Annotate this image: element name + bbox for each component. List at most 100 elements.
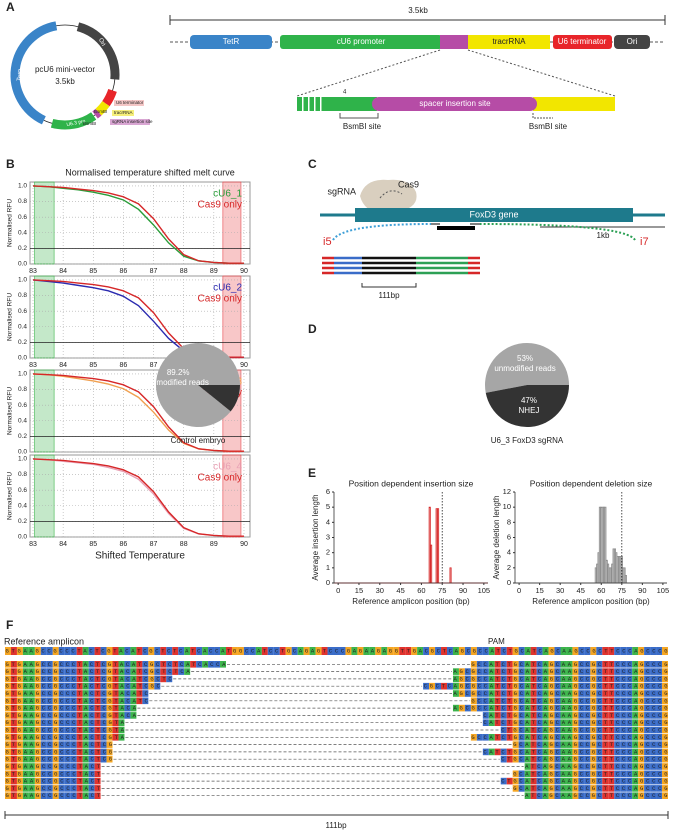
base-cell bbox=[548, 647, 555, 655]
base-cell bbox=[560, 682, 567, 690]
sequence-text: CATCTGCATCAGCAAGCCGCTTCCCAGCCCG bbox=[483, 719, 667, 726]
base-cell bbox=[644, 719, 651, 726]
base-cell bbox=[548, 661, 555, 668]
x-tick-label: 86 bbox=[120, 362, 128, 369]
base-cell bbox=[650, 697, 657, 705]
base-cell bbox=[112, 697, 119, 705]
base-cell bbox=[620, 668, 627, 675]
base-cell bbox=[572, 668, 579, 675]
base-cell bbox=[470, 734, 477, 741]
base-cell bbox=[82, 734, 89, 741]
base-cell bbox=[518, 712, 525, 719]
base-cell bbox=[554, 763, 561, 770]
base-cell bbox=[656, 785, 663, 792]
x-tick-label: 45 bbox=[577, 586, 585, 595]
base-cell bbox=[64, 734, 71, 741]
base-cell bbox=[644, 668, 651, 675]
base-cell bbox=[100, 690, 107, 697]
base-cell bbox=[626, 785, 633, 792]
base-cell bbox=[52, 697, 59, 705]
base-cell bbox=[76, 668, 83, 675]
base-cell bbox=[578, 734, 585, 741]
base-cell bbox=[638, 763, 645, 770]
x-tick-label: 0 bbox=[336, 586, 340, 595]
base-cell bbox=[172, 647, 179, 655]
base-cell bbox=[620, 661, 627, 668]
base-cell bbox=[578, 748, 585, 756]
base-cell bbox=[626, 690, 633, 697]
base-cell bbox=[64, 675, 71, 683]
amplicon-part bbox=[334, 256, 362, 275]
base-cell bbox=[22, 755, 29, 763]
pie-category-label: unmodified reads bbox=[148, 378, 209, 387]
base-cell bbox=[524, 770, 531, 778]
base-cell bbox=[632, 668, 639, 675]
base-cell bbox=[470, 690, 477, 697]
base-cell bbox=[411, 647, 418, 655]
base-cell bbox=[46, 748, 53, 756]
base-cell bbox=[656, 668, 663, 675]
base-cell bbox=[261, 647, 268, 655]
base-cell bbox=[28, 668, 35, 675]
y-tick-label: 1.0 bbox=[18, 371, 27, 378]
base-cell bbox=[58, 690, 65, 697]
base-cell bbox=[106, 726, 113, 734]
base-cell bbox=[34, 785, 41, 792]
base-cell bbox=[584, 682, 591, 690]
base-cell bbox=[608, 704, 615, 712]
base-cell bbox=[482, 704, 489, 712]
base-cell bbox=[22, 719, 29, 726]
base-cell bbox=[638, 647, 645, 655]
i7-label: i7 bbox=[640, 236, 649, 248]
zoom-line bbox=[467, 49, 616, 97]
base-cell bbox=[70, 661, 77, 668]
base-cell bbox=[40, 792, 47, 799]
map-element bbox=[553, 35, 612, 49]
y-tick-label: 0.8 bbox=[18, 471, 27, 478]
base-cell bbox=[10, 763, 17, 770]
base-cell bbox=[650, 792, 657, 799]
base-cell bbox=[118, 697, 125, 705]
base-cell bbox=[70, 792, 77, 799]
base-cell bbox=[130, 704, 137, 712]
base-cell bbox=[112, 719, 119, 726]
base-cell bbox=[596, 647, 603, 655]
pie-category-label: unmodified reads bbox=[494, 364, 555, 373]
y-axis-label: Normalised RFU bbox=[7, 472, 14, 520]
base-cell bbox=[590, 704, 597, 712]
base-cell bbox=[512, 785, 519, 792]
x-tick-label: 83 bbox=[29, 362, 37, 369]
base-cell bbox=[542, 690, 549, 697]
bar bbox=[437, 508, 440, 584]
base-cell bbox=[76, 661, 83, 668]
base-cell bbox=[548, 777, 555, 785]
base-cell bbox=[112, 726, 119, 734]
base-cell bbox=[16, 690, 23, 697]
base-cell bbox=[542, 697, 549, 705]
y-tick-label: 0.8 bbox=[18, 198, 27, 205]
alignment-length: 111bp bbox=[325, 821, 347, 830]
base-cell bbox=[52, 741, 59, 748]
base-cell bbox=[476, 690, 483, 697]
base-cell bbox=[166, 647, 173, 655]
map-element bbox=[614, 35, 650, 49]
x-axis-label: Reference amplicon position (bp) bbox=[532, 597, 650, 606]
base-cell bbox=[106, 748, 113, 756]
base-cell bbox=[458, 668, 465, 675]
base-cell bbox=[5, 712, 11, 719]
base-cell bbox=[100, 704, 107, 712]
base-cell bbox=[584, 668, 591, 675]
base-cell bbox=[614, 770, 621, 778]
base-cell bbox=[572, 675, 579, 683]
base-cell bbox=[614, 682, 621, 690]
base-cell bbox=[22, 741, 29, 748]
map-element-label: tracrRNA bbox=[493, 37, 527, 46]
base-cell bbox=[16, 777, 23, 785]
base-cell bbox=[88, 763, 95, 770]
base-cell bbox=[644, 690, 651, 697]
base-cell bbox=[34, 712, 41, 719]
base-cell bbox=[566, 647, 573, 655]
base-cell bbox=[10, 755, 17, 763]
base-cell bbox=[536, 734, 543, 741]
base-cell bbox=[530, 712, 537, 719]
